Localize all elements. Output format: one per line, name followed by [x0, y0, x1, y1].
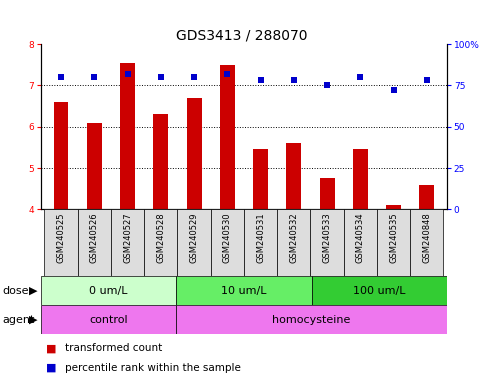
Bar	[176, 276, 312, 305]
Text: GSM240531: GSM240531	[256, 213, 265, 263]
Bar	[311, 209, 344, 276]
Point	[356, 74, 364, 80]
Text: GSM240533: GSM240533	[323, 213, 331, 263]
Point	[224, 71, 231, 77]
Text: ■: ■	[46, 343, 57, 353]
Bar	[410, 209, 443, 276]
Bar	[41, 305, 176, 334]
Text: ■: ■	[46, 363, 57, 373]
Text: GSM240535: GSM240535	[389, 213, 398, 263]
Bar	[120, 63, 135, 209]
Text: 10 um/L: 10 um/L	[221, 286, 267, 296]
Bar	[386, 205, 401, 209]
Bar	[344, 209, 377, 276]
Text: GSM240528: GSM240528	[156, 213, 165, 263]
Text: ▶: ▶	[28, 314, 37, 325]
Point	[323, 83, 331, 89]
Bar	[44, 209, 78, 276]
Text: 0 um/L: 0 um/L	[89, 286, 128, 296]
Text: GSM240526: GSM240526	[90, 213, 99, 263]
Bar	[286, 143, 301, 209]
Bar	[87, 122, 102, 209]
Point	[290, 78, 298, 84]
Point	[256, 78, 264, 84]
Bar	[111, 209, 144, 276]
Bar	[186, 98, 201, 209]
Point	[124, 71, 131, 77]
Bar	[320, 178, 335, 209]
Bar	[177, 209, 211, 276]
Text: ▶: ▶	[28, 286, 37, 296]
Text: GSM240527: GSM240527	[123, 213, 132, 263]
Text: GSM240529: GSM240529	[189, 213, 199, 263]
Bar	[353, 149, 368, 209]
Point	[157, 74, 165, 80]
Text: percentile rank within the sample: percentile rank within the sample	[65, 363, 241, 373]
Bar	[253, 149, 268, 209]
Bar	[277, 209, 311, 276]
Text: 100 um/L: 100 um/L	[353, 286, 405, 296]
Point	[190, 74, 198, 80]
Bar	[153, 114, 168, 209]
Bar	[78, 209, 111, 276]
Bar	[244, 209, 277, 276]
Text: agent: agent	[2, 314, 35, 325]
Point	[57, 74, 65, 80]
Text: GDS3413 / 288070: GDS3413 / 288070	[176, 28, 307, 43]
Text: GSM240532: GSM240532	[289, 213, 298, 263]
Bar	[54, 102, 69, 209]
Text: transformed count: transformed count	[65, 343, 162, 353]
Text: dose: dose	[2, 286, 29, 296]
Bar	[176, 305, 447, 334]
Text: GSM240534: GSM240534	[356, 213, 365, 263]
Point	[90, 74, 98, 80]
Bar	[144, 209, 177, 276]
Bar	[220, 65, 235, 209]
Text: GSM240525: GSM240525	[57, 213, 66, 263]
Point	[423, 78, 431, 84]
Bar	[41, 276, 176, 305]
Bar	[419, 185, 434, 209]
Bar	[312, 276, 447, 305]
Text: GSM240848: GSM240848	[422, 213, 431, 263]
Bar	[211, 209, 244, 276]
Point	[390, 87, 398, 93]
Bar	[377, 209, 410, 276]
Text: GSM240530: GSM240530	[223, 213, 232, 263]
Text: control: control	[89, 314, 128, 325]
Text: homocysteine: homocysteine	[272, 314, 351, 325]
